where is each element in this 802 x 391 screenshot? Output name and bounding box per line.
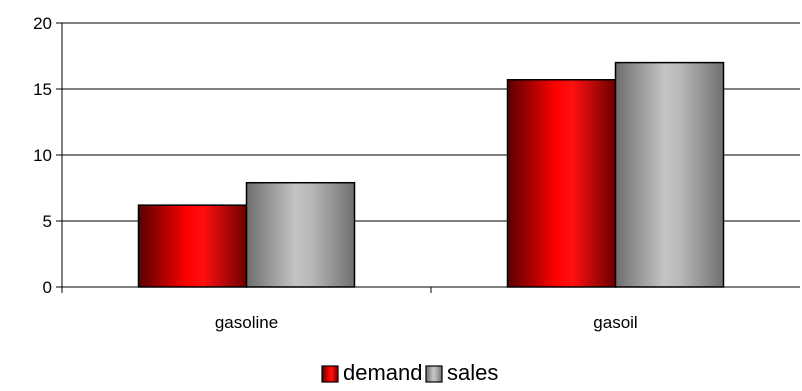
x-tick-label: gasoline (215, 313, 278, 332)
y-tick-label: 10 (33, 146, 52, 165)
bars (137, 61, 725, 288)
bar-sales-gasoline (245, 181, 356, 288)
y-tick-label: 20 (33, 14, 52, 33)
bar-demand-gasoline (137, 204, 248, 288)
bar-sales-gasoil (614, 61, 725, 288)
y-tick-label: 15 (33, 80, 52, 99)
axes: 0 5 10 15 20 gasoline gasoil (33, 14, 800, 332)
legend-swatch-sales (425, 365, 443, 383)
legend-label-sales: sales (447, 360, 498, 385)
y-tick-label: 5 (43, 212, 52, 231)
y-tick-label: 0 (43, 278, 52, 297)
legend: demand sales (321, 360, 498, 385)
legend-label-demand: demand (343, 360, 423, 385)
legend-swatch-demand (321, 365, 339, 383)
bar-demand-gasoil (506, 79, 617, 288)
x-tick-label: gasoil (593, 313, 637, 332)
